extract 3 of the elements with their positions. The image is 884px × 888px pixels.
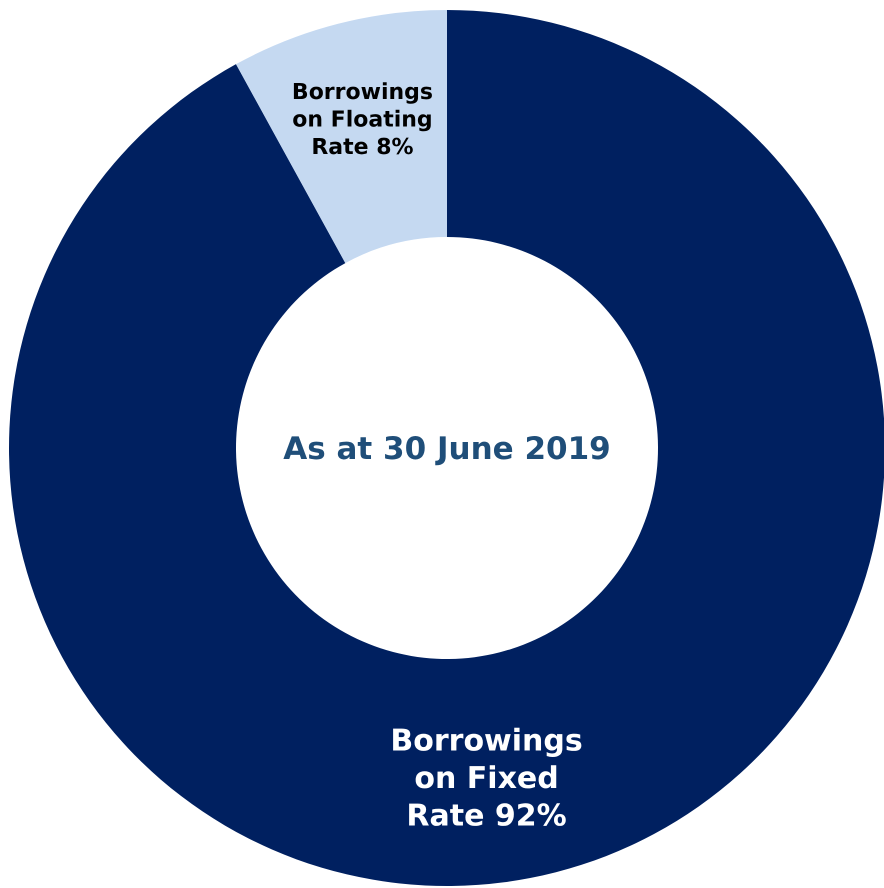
slice-label: Borrowings on Floating Rate 8% [292, 80, 433, 160]
slice-label: Borrowings on Fixed Rate 92% [390, 723, 583, 834]
text: As at 30 June 2019 [283, 431, 611, 467]
